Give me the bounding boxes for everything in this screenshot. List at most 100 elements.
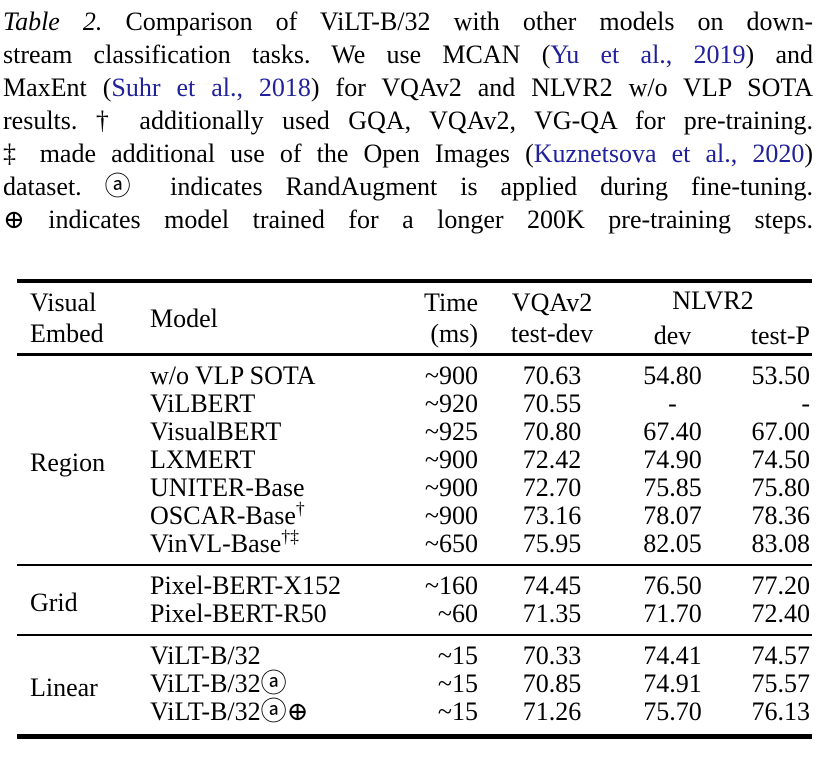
cell-vqa: 75.95 — [522, 529, 582, 558]
caption-text: Comparison of ViLT-B/32 with other model… — [102, 7, 813, 36]
footnote-marker: † — [295, 498, 305, 519]
table-row: ViLBERT ~920 70.55 - - — [17, 390, 812, 418]
model-name: Pixel-BERT-R50 — [150, 599, 327, 628]
group-label: Grid — [30, 588, 78, 617]
cell-dev: 75.85 — [643, 473, 702, 502]
section-region: Region w/o VLP SOTA ~900 70.63 54.80 53.50 ViL… — [17, 355, 812, 566]
caption-text: stream classification tasks. We use MCAN… — [3, 40, 551, 69]
model-name: VinVL-Base†‡ — [150, 526, 299, 558]
header-dev: dev — [653, 321, 692, 350]
caption-text: Table 2. — [3, 7, 103, 36]
header-row-1: Visual Embed Model Time (ms) VQAv2 test-dev… — [17, 281, 812, 348]
header-test-p: test-P — [750, 321, 810, 350]
cell-time: ~900 — [424, 501, 478, 530]
cell-vqa: 70.85 — [522, 669, 582, 698]
cell-dev: - — [668, 389, 677, 418]
section-grid: Grid Pixel-BERT-X152 ~160 74.45 76.50 77.20 Pi… — [17, 565, 812, 635]
cell-time: ~60 — [437, 599, 478, 628]
cell-testp: 67.00 — [751, 417, 811, 446]
cell-vqa: 72.42 — [522, 445, 582, 474]
footnote-marker: †‡ — [281, 526, 299, 547]
header-row-2: dev test-P — [17, 318, 812, 355]
cell-dev: 67.40 — [643, 417, 702, 446]
header-vqav2: VQAv2 test-dev — [482, 281, 614, 355]
caption-text: ‡ made additional use of the Open Images… — [3, 139, 534, 168]
caption-text: ⊕ indicates model trained for a longer 2… — [3, 205, 813, 234]
model-name: UNITER-Base — [150, 473, 305, 502]
cell-time: ~15 — [437, 669, 478, 698]
cell-vqa: 74.45 — [522, 571, 582, 600]
header-nlvr2: NLVR2 — [672, 286, 754, 315]
cell-testp: 83.08 — [751, 529, 811, 558]
cell-testp: 72.40 — [751, 599, 811, 628]
model-name: ViLBERT — [150, 389, 256, 418]
cell-dev: 74.91 — [643, 669, 702, 698]
header-text: Embed — [30, 319, 104, 348]
model-name: OSCAR-Base† — [150, 498, 305, 530]
cell-time: ~920 — [424, 389, 478, 418]
caption-text: ) and — [745, 40, 813, 69]
model-name: Pixel-BERT-X152 — [150, 571, 342, 600]
cell-testp: 78.36 — [751, 501, 811, 530]
header-text: VQAv2 — [511, 288, 593, 317]
section-linear: Linear ViLT-B/32 ~15 70.33 74.41 74.57 ViLT-B/… — [17, 635, 812, 737]
model-name: ViLT-B/32 — [150, 641, 261, 670]
cell-dev: 82.05 — [643, 529, 702, 558]
model-name: w/o VLP SOTA — [150, 361, 316, 390]
caption-line: ‡ made additional use of the Open Images… — [3, 137, 813, 170]
cell-dev: 76.50 — [643, 571, 702, 600]
cell-testp: 74.50 — [751, 445, 811, 474]
cell-time: ~650 — [424, 529, 478, 558]
cell-testp: 76.13 — [751, 697, 811, 726]
cell-vqa: 70.80 — [522, 417, 582, 446]
caption-line: Table 2. Comparison of ViLT-B/32 with ot… — [3, 5, 813, 38]
table-row: Pixel-BERT-R50 ~60 71.35 71.70 72.40 — [17, 600, 812, 635]
cell-time: ~925 — [424, 417, 478, 446]
cell-vqa: 71.35 — [522, 599, 582, 628]
citation-link[interactable]: Kuznetsova et al., 2020 — [533, 139, 805, 168]
group-label: Linear — [30, 673, 98, 702]
caption-text: ) for VQAv2 and NLVR2 w/o VLP SOTA — [310, 73, 813, 102]
table-row: Linear ViLT-B/32 ~15 70.33 74.41 74.57 — [17, 635, 812, 702]
table-row: ViLT-B/32ⓐ ~15 70.85 74.91 75.57 — [17, 670, 812, 698]
results-table: Visual Embed Model Time (ms) VQAv2 test-dev… — [17, 279, 812, 739]
cell-time: ~160 — [424, 571, 478, 600]
cell-time: ~15 — [437, 697, 478, 726]
caption-text: MaxEnt ( — [3, 73, 112, 102]
cell-time: ~900 — [424, 473, 478, 502]
model-name: ViLT-B/32ⓐ — [150, 669, 287, 698]
cell-testp: 53.50 — [751, 361, 811, 390]
table-row: VisualBERT ~925 70.80 67.40 67.00 — [17, 418, 812, 446]
cell-testp: 75.80 — [751, 473, 811, 502]
header-time: Time (ms) — [397, 281, 482, 355]
table-row: ViLT-B/32ⓐ⊕ ~15 71.26 75.70 76.13 — [17, 698, 812, 737]
cell-testp: - — [801, 389, 810, 418]
cell-vqa: 70.55 — [522, 389, 582, 418]
table-row: Grid Pixel-BERT-X152 ~160 74.45 76.50 77.20 — [17, 565, 812, 617]
cell-testp: 74.57 — [751, 641, 811, 670]
model-name: LXMERT — [150, 445, 256, 474]
caption-text: dataset. ⓐ indicates RandAugment is appl… — [3, 172, 813, 201]
table-row: Region w/o VLP SOTA ~900 70.63 54.80 53.50 — [17, 355, 812, 477]
cell-dev: 74.90 — [643, 445, 702, 474]
citation-link[interactable]: Suhr et al., 2018 — [111, 73, 311, 102]
cell-dev: 71.70 — [643, 599, 702, 628]
table-row: UNITER-Base ~900 72.70 75.85 75.80 — [17, 474, 812, 502]
cell-time: ~900 — [424, 445, 478, 474]
cell-vqa: 71.26 — [522, 697, 582, 726]
cell-dev: 75.70 — [643, 697, 702, 726]
cell-dev: 54.80 — [643, 361, 702, 390]
citation-link[interactable]: Yu et al., 2019 — [550, 40, 746, 69]
cell-vqa: 70.63 — [522, 361, 582, 390]
cell-time: ~15 — [437, 641, 478, 670]
header-model: Model — [150, 303, 218, 333]
model-name: VisualBERT — [150, 417, 282, 446]
header-text: Visual — [30, 288, 97, 317]
header-visual-embed: Visual Embed — [17, 281, 150, 355]
caption-line: dataset. ⓐ indicates RandAugment is appl… — [3, 170, 813, 203]
header-text: test-dev — [510, 319, 594, 348]
table-caption: Table 2. Comparison of ViLT-B/32 with ot… — [3, 5, 813, 236]
caption-line: results. † additionally used GQA, VQAv2,… — [3, 104, 813, 137]
cell-dev: 74.41 — [643, 641, 702, 670]
